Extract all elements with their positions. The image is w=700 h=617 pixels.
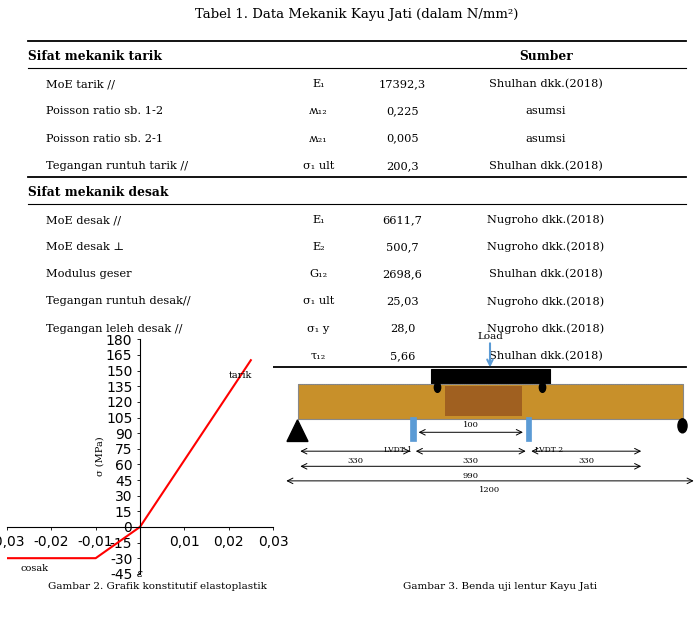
Text: Poisson ratio sb. 2-1: Poisson ratio sb. 2-1 bbox=[46, 134, 162, 144]
Bar bbox=[298, 384, 682, 419]
Text: asumsi: asumsi bbox=[526, 134, 566, 144]
Text: E₁: E₁ bbox=[312, 80, 325, 89]
Text: E₁: E₁ bbox=[312, 215, 325, 225]
Text: E₂: E₂ bbox=[312, 242, 325, 252]
Text: 2698,6: 2698,6 bbox=[383, 269, 422, 280]
Text: Tegangan runtuh tarik //: Tegangan runtuh tarik // bbox=[46, 161, 188, 171]
Text: σ₁ ult: σ₁ ult bbox=[303, 296, 334, 307]
Text: 6611,7: 6611,7 bbox=[383, 215, 422, 225]
Text: Nugroho dkk.(2018): Nugroho dkk.(2018) bbox=[487, 215, 605, 225]
Text: 330: 330 bbox=[463, 457, 479, 465]
Text: 1200: 1200 bbox=[480, 486, 500, 494]
Text: Gambar 3. Benda uji lentur Kayu Jati: Gambar 3. Benda uji lentur Kayu Jati bbox=[403, 582, 598, 591]
Text: Sifat mekanik tarik: Sifat mekanik tarik bbox=[28, 50, 162, 63]
Text: 200,3: 200,3 bbox=[386, 161, 419, 171]
Text: ε: ε bbox=[137, 569, 143, 579]
Text: 17392,3: 17392,3 bbox=[379, 80, 426, 89]
Text: 500,7: 500,7 bbox=[386, 242, 419, 252]
Text: Shulhan dkk.(2018): Shulhan dkk.(2018) bbox=[489, 79, 603, 89]
Text: 28,0: 28,0 bbox=[390, 323, 415, 334]
Text: Nugroho dkk.(2018): Nugroho dkk.(2018) bbox=[487, 242, 605, 252]
Text: Gambar 2. Grafik konstitutif elastoplastik: Gambar 2. Grafik konstitutif elastoplast… bbox=[48, 582, 267, 591]
Text: LVDT 1: LVDT 1 bbox=[384, 445, 412, 453]
Circle shape bbox=[434, 383, 441, 392]
Text: 0,225: 0,225 bbox=[386, 107, 419, 117]
Text: σ₁ ult: σ₁ ult bbox=[303, 161, 334, 171]
Bar bbox=[430, 368, 550, 384]
Text: σ₁ y: σ₁ y bbox=[307, 323, 330, 334]
Text: Nugroho dkk.(2018): Nugroho dkk.(2018) bbox=[487, 296, 605, 307]
Text: Sifat mekanik desak: Sifat mekanik desak bbox=[28, 186, 169, 199]
Text: Tegangan runtuh desak//: Tegangan runtuh desak// bbox=[46, 296, 190, 307]
Bar bbox=[526, 417, 531, 442]
Text: 990: 990 bbox=[463, 472, 479, 479]
Text: 330: 330 bbox=[347, 457, 363, 465]
Text: Load: Load bbox=[477, 331, 503, 341]
Circle shape bbox=[540, 383, 546, 392]
Text: τ₁₂: τ₁₂ bbox=[311, 350, 326, 361]
Polygon shape bbox=[287, 420, 308, 442]
Text: tarik: tarik bbox=[229, 371, 252, 380]
Y-axis label: σ (MPa): σ (MPa) bbox=[95, 437, 104, 476]
Text: Tabel 1. Data Mekanik Kayu Jati (dalam N/mm²): Tabel 1. Data Mekanik Kayu Jati (dalam N… bbox=[195, 8, 519, 21]
Text: LVDT 2: LVDT 2 bbox=[535, 445, 563, 453]
Text: Sumber: Sumber bbox=[519, 50, 573, 63]
Text: Nugroho dkk.(2018): Nugroho dkk.(2018) bbox=[487, 323, 605, 334]
Bar bbox=[444, 386, 522, 416]
Text: Tegangan leleh desak //: Tegangan leleh desak // bbox=[46, 323, 182, 334]
Text: G₁₂: G₁₂ bbox=[309, 269, 328, 280]
Text: ʍ₁₂: ʍ₁₂ bbox=[309, 107, 328, 117]
Text: cosak: cosak bbox=[20, 564, 48, 573]
Text: 0,005: 0,005 bbox=[386, 134, 419, 144]
Text: Poisson ratio sb. 1-2: Poisson ratio sb. 1-2 bbox=[46, 107, 162, 117]
Text: 330: 330 bbox=[578, 457, 594, 465]
Circle shape bbox=[678, 419, 687, 433]
Text: MoE desak //: MoE desak // bbox=[46, 215, 120, 225]
Text: MoE desak ⊥: MoE desak ⊥ bbox=[46, 242, 124, 252]
Text: asumsi: asumsi bbox=[526, 107, 566, 117]
Text: 25,03: 25,03 bbox=[386, 296, 419, 307]
Text: Shulhan dkk.(2018): Shulhan dkk.(2018) bbox=[489, 350, 603, 361]
Text: 100: 100 bbox=[463, 421, 479, 429]
Text: Shulhan dkk.(2018): Shulhan dkk.(2018) bbox=[489, 160, 603, 171]
Text: Shulhan dkk.(2018): Shulhan dkk.(2018) bbox=[489, 269, 603, 280]
Bar bbox=[410, 417, 416, 442]
Text: Tegangan geser: Tegangan geser bbox=[46, 350, 138, 361]
Text: 5,66: 5,66 bbox=[390, 350, 415, 361]
Text: ʍ₂₁: ʍ₂₁ bbox=[309, 134, 328, 144]
Text: MoE tarik //: MoE tarik // bbox=[46, 80, 115, 89]
Text: Modulus geser: Modulus geser bbox=[46, 269, 131, 280]
